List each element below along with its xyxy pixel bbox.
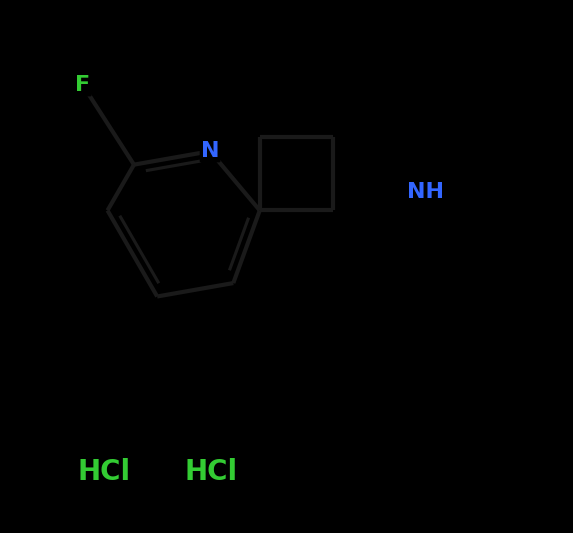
Text: NH: NH (407, 182, 444, 202)
Text: N: N (201, 141, 219, 161)
Text: HCl: HCl (78, 458, 131, 486)
Text: F: F (75, 75, 91, 95)
Text: HCl: HCl (185, 458, 237, 486)
